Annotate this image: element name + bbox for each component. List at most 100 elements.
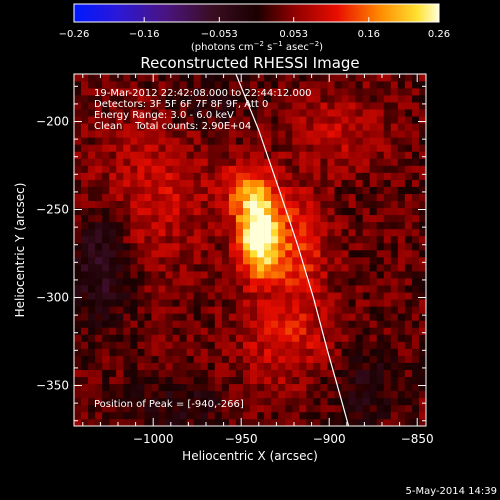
heatmap-cell <box>271 235 279 244</box>
heatmap-cell <box>397 250 406 258</box>
heatmap-cell <box>320 257 328 265</box>
heatmap-cell <box>221 200 230 209</box>
heatmap-cell <box>81 242 89 251</box>
heatmap-cell <box>362 271 370 279</box>
heatmap-cell <box>299 242 307 251</box>
heatmap-cell <box>186 214 194 223</box>
heatmap-cell <box>418 81 426 89</box>
heatmap-cell <box>327 341 335 349</box>
heatmap-cell <box>418 376 426 385</box>
heatmap-cell <box>327 95 335 103</box>
heatmap-cell <box>411 348 420 356</box>
heatmap-cell <box>193 327 202 335</box>
heatmap-cell <box>376 278 385 286</box>
heatmap-cell <box>88 327 96 335</box>
heatmap-cell <box>221 306 230 314</box>
heatmap-cell <box>95 341 103 349</box>
heatmap-cell <box>151 235 159 244</box>
heatmap-cell <box>271 334 279 342</box>
heatmap-cell <box>278 130 286 138</box>
heatmap-cell <box>278 376 286 385</box>
heatmap-cell <box>186 397 194 406</box>
heatmap-cell <box>179 214 187 223</box>
heatmap-cell <box>404 74 413 82</box>
heatmap-cell <box>355 334 363 342</box>
heatmap-cell <box>109 186 117 194</box>
heatmap-cell <box>257 404 265 413</box>
heatmap-cell <box>418 95 426 103</box>
heatmap-cell <box>404 151 413 159</box>
heatmap-cell <box>193 102 202 110</box>
heatmap-cell <box>144 362 152 370</box>
heatmap-cell <box>327 264 335 272</box>
heatmap-cell <box>327 292 335 300</box>
heatmap-cell <box>130 271 138 279</box>
heatmap-cell <box>397 257 406 265</box>
heatmap-cell <box>221 397 230 406</box>
heatmap-cell <box>397 418 406 426</box>
heatmap-cell <box>264 348 272 356</box>
heatmap-cell <box>116 207 124 216</box>
heatmap-cell <box>165 292 173 300</box>
heatmap-cell <box>390 271 399 279</box>
heatmap-cell <box>411 334 420 342</box>
heatmap-cell <box>362 299 370 307</box>
heatmap-cell <box>144 285 152 293</box>
heatmap-cell <box>214 88 223 96</box>
heatmap-cell <box>95 313 103 321</box>
heatmap-cell <box>397 355 406 363</box>
heatmap-cell <box>116 285 124 293</box>
heatmap-cell <box>327 81 335 89</box>
heatmap-cell <box>257 235 265 244</box>
heatmap-cell <box>355 214 363 223</box>
heatmap-cell <box>137 250 145 258</box>
heatmap-cell <box>200 144 209 152</box>
heatmap-cell <box>250 102 258 110</box>
heatmap-cell <box>172 306 180 314</box>
heatmap-cell <box>334 334 342 342</box>
heatmap-cell <box>341 313 349 321</box>
heatmap-cell <box>221 320 230 328</box>
heatmap-cell <box>151 200 159 209</box>
heatmap-cell <box>228 383 237 392</box>
heatmap-cell <box>200 355 209 363</box>
heatmap-cell <box>214 418 223 426</box>
heatmap-cell <box>271 221 279 230</box>
heatmap-cell <box>123 369 131 378</box>
heatmap-cell <box>327 74 335 82</box>
heatmap-cell <box>383 292 392 300</box>
heatmap-cell <box>151 397 159 406</box>
heatmap-cell <box>130 306 138 314</box>
heatmap-cell <box>221 299 230 307</box>
heatmap-cell <box>292 278 300 286</box>
heatmap-cell <box>186 369 194 378</box>
heatmap-cell <box>264 235 272 244</box>
heatmap-cell <box>341 116 349 124</box>
heatmap-cell <box>404 165 413 173</box>
heatmap-cell <box>334 285 342 293</box>
heatmap-cell <box>116 320 124 328</box>
heatmap-cell <box>228 376 237 385</box>
heatmap-cell <box>397 341 406 349</box>
heatmap-cell <box>242 81 251 89</box>
heatmap-cell <box>214 362 223 370</box>
heatmap-cell <box>250 320 258 328</box>
heatmap-cell <box>355 355 363 363</box>
heatmap-cell <box>341 376 349 385</box>
heatmap-cell <box>242 172 251 180</box>
heatmap-cell <box>109 109 117 117</box>
heatmap-cell <box>383 102 392 110</box>
heatmap-cell <box>221 109 230 117</box>
heatmap-cell <box>285 341 293 349</box>
heatmap-cell <box>250 278 258 286</box>
heatmap-cell <box>102 144 110 152</box>
heatmap-cell <box>299 151 307 159</box>
heatmap-cell <box>144 348 152 356</box>
heatmap-cell <box>348 242 356 251</box>
heatmap-cell <box>123 109 131 117</box>
heatmap-cell <box>390 397 399 406</box>
heatmap-cell <box>257 306 265 314</box>
heatmap-cell <box>278 299 286 307</box>
heatmap-cell <box>228 285 237 293</box>
heatmap-cell <box>109 130 117 138</box>
